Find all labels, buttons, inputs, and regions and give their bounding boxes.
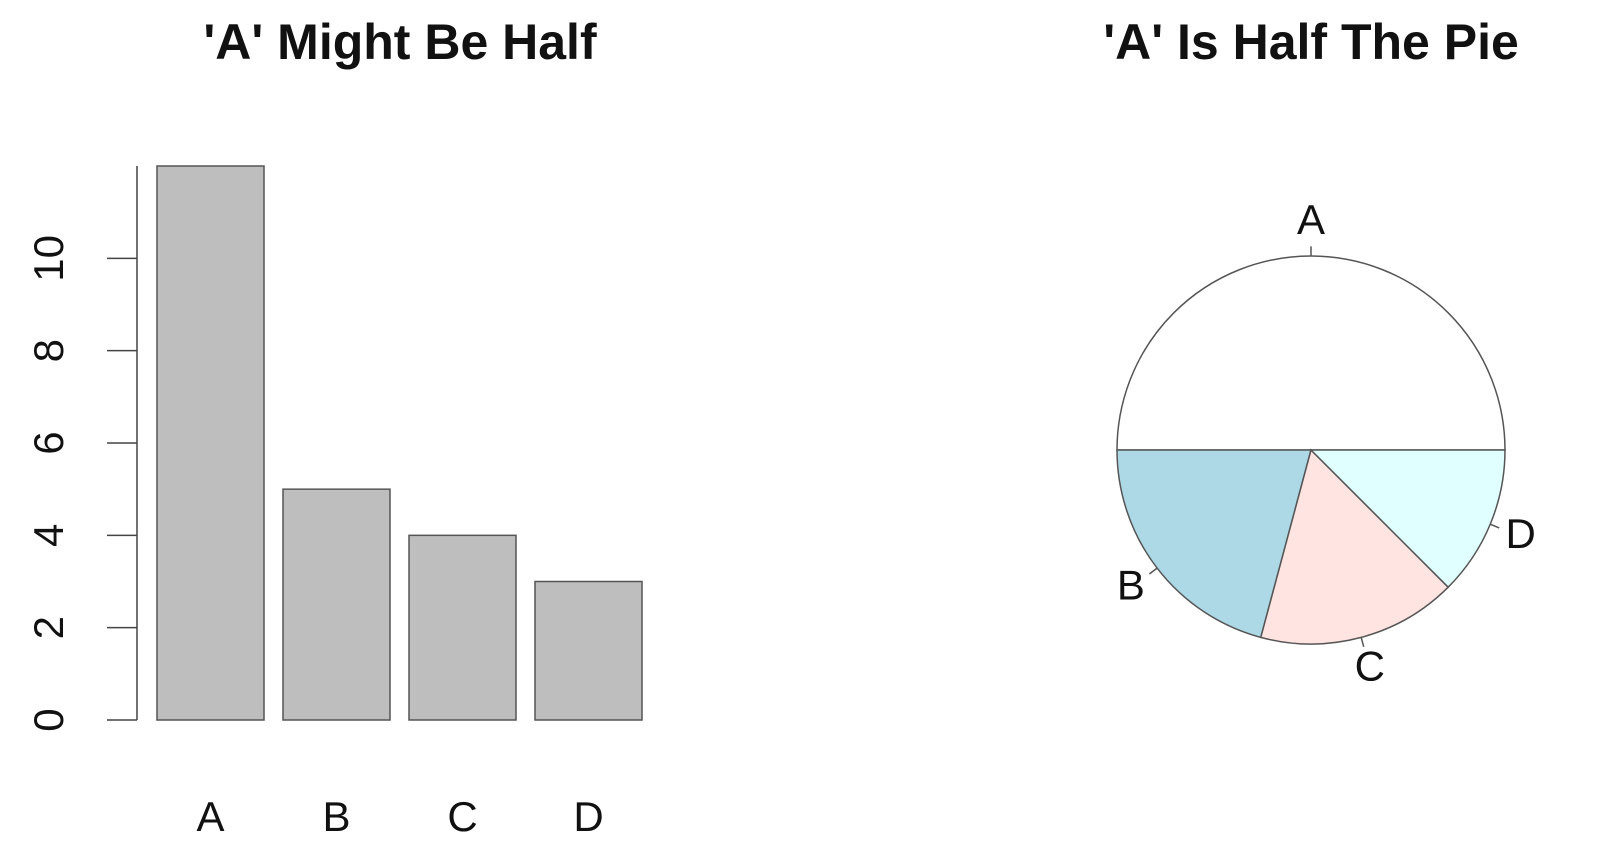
- chart-title: 'A' Is Half The Pie: [1103, 14, 1519, 70]
- chart-title: 'A' Might Be Half: [203, 14, 597, 70]
- label-tick: [1148, 567, 1158, 575]
- y-tick-label: 10: [25, 235, 72, 282]
- slice-label: A: [1297, 196, 1325, 243]
- slice-label: C: [1355, 642, 1385, 689]
- x-tick-label: B: [322, 793, 350, 840]
- label-tick: [1360, 637, 1365, 647]
- y-tick-label: 0: [25, 708, 72, 731]
- x-tick-label: A: [196, 793, 224, 840]
- y-tick-label: 2: [25, 616, 72, 639]
- x-tick-label: C: [447, 793, 477, 840]
- label-tick: [1489, 523, 1500, 529]
- bar: [282, 488, 391, 721]
- pie-slice: [1116, 255, 1506, 451]
- slice-label: D: [1506, 510, 1536, 557]
- y-tick-label: 8: [25, 339, 72, 362]
- bar: [534, 580, 643, 721]
- y-tick-label: 6: [25, 431, 72, 454]
- slice-label: B: [1117, 561, 1145, 608]
- bar: [156, 165, 265, 721]
- bar: [408, 534, 517, 721]
- x-tick-label: D: [573, 793, 603, 840]
- y-tick-label: 4: [25, 524, 72, 547]
